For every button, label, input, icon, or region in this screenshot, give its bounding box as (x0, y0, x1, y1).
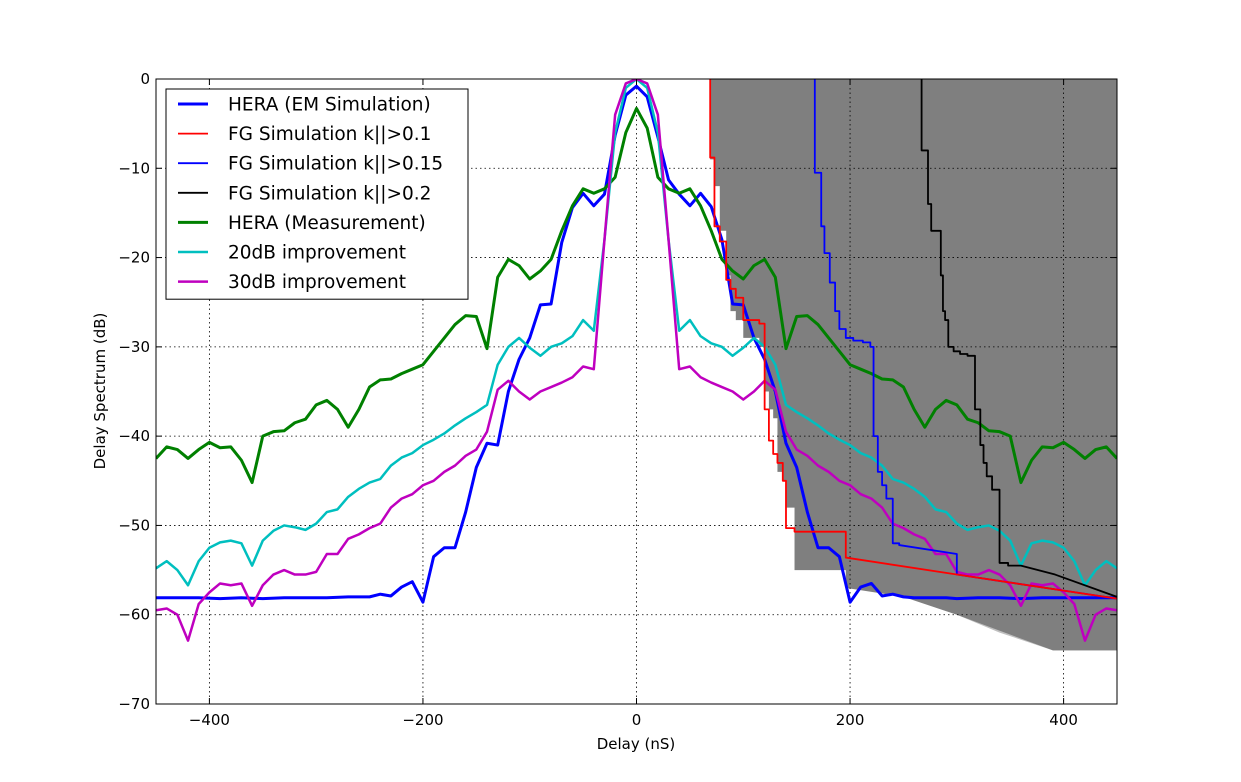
y-axis-label: Delay Spectrum (dB) (91, 313, 109, 470)
x-axis-label: Delay (nS) (597, 735, 676, 753)
x-tick-label: 0 (632, 711, 642, 729)
y-tick-label: 0 (140, 70, 150, 88)
y-tick-label: −60 (118, 606, 150, 624)
legend-label: FG Simulation k||>0.1 (228, 124, 431, 145)
legend-label: FG Simulation k||>0.15 (228, 154, 443, 175)
legend-box (165, 88, 469, 300)
x-tick-label: −200 (402, 711, 443, 729)
legend-label: HERA (EM Simulation) (228, 95, 431, 116)
y-tick-label: −70 (118, 695, 150, 713)
series-line-6 (813, 79, 1117, 600)
series-lines (156, 79, 1117, 642)
x-tick-label: 200 (836, 711, 865, 729)
series-line-7 (709, 79, 1117, 600)
series-line-1 (156, 84, 1117, 604)
legend-label: HERA (Measurement) (228, 213, 426, 234)
series-line-3 (156, 79, 1117, 587)
y-tick-label: −30 (118, 338, 150, 356)
shaded-region-3 (710, 79, 1117, 651)
y-tick-label: −10 (118, 159, 150, 177)
x-tick-label: 400 (1049, 711, 1078, 729)
series-line-5 (920, 79, 1117, 598)
shaded-regions (710, 79, 1117, 651)
series-line-2 (156, 106, 1117, 485)
axis-ticks: −400 −200 0 200 400 0 −10 −20 −30 −40 −50 −60 −70 (118, 70, 1117, 729)
x-tick-label: −400 (189, 711, 230, 729)
legend-label: 30dB improvement (228, 272, 406, 293)
legend-label: FG Simulation k||>0.2 (228, 183, 431, 204)
y-tick-label: −20 (118, 249, 150, 267)
legend: HERA (EM Simulation) FG Simulation k||>0.… (165, 88, 469, 300)
y-tick-label: −50 (118, 516, 150, 534)
y-tick-label: −40 (118, 427, 150, 445)
legend-label: 20dB improvement (228, 243, 406, 264)
